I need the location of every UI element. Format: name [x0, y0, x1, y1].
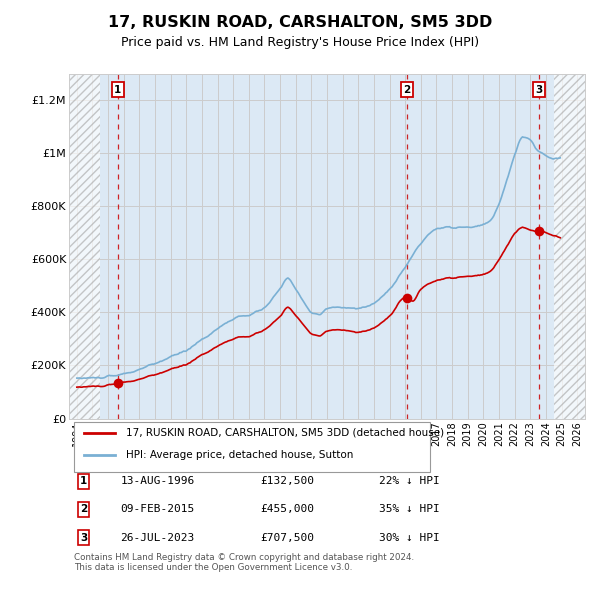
Text: Price paid vs. HM Land Registry's House Price Index (HPI): Price paid vs. HM Land Registry's House …	[121, 36, 479, 49]
Text: 17, RUSKIN ROAD, CARSHALTON, SM5 3DD: 17, RUSKIN ROAD, CARSHALTON, SM5 3DD	[108, 15, 492, 30]
Text: 13-AUG-1996: 13-AUG-1996	[121, 476, 195, 486]
Bar	[554, 74, 585, 418]
Text: 2: 2	[403, 84, 410, 94]
Text: 17, RUSKIN ROAD, CARSHALTON, SM5 3DD (detached house): 17, RUSKIN ROAD, CARSHALTON, SM5 3DD (de…	[126, 428, 444, 438]
Text: 2: 2	[80, 504, 87, 514]
Text: £707,500: £707,500	[260, 533, 314, 543]
Text: 26-JUL-2023: 26-JUL-2023	[121, 533, 195, 543]
Text: 1: 1	[80, 476, 87, 486]
Text: £132,500: £132,500	[260, 476, 314, 486]
Text: 1: 1	[114, 84, 121, 94]
Text: 09-FEB-2015: 09-FEB-2015	[121, 504, 195, 514]
Text: Contains HM Land Registry data © Crown copyright and database right 2024.
This d: Contains HM Land Registry data © Crown c…	[74, 553, 414, 572]
Bar	[69, 74, 100, 418]
Text: £455,000: £455,000	[260, 504, 314, 514]
Text: 30% ↓ HPI: 30% ↓ HPI	[379, 533, 439, 543]
Text: 3: 3	[535, 84, 542, 94]
Text: 22% ↓ HPI: 22% ↓ HPI	[379, 476, 439, 486]
FancyBboxPatch shape	[74, 422, 430, 472]
Text: 3: 3	[80, 533, 87, 543]
Text: HPI: Average price, detached house, Sutton: HPI: Average price, detached house, Sutt…	[126, 450, 353, 460]
Text: 35% ↓ HPI: 35% ↓ HPI	[379, 504, 439, 514]
